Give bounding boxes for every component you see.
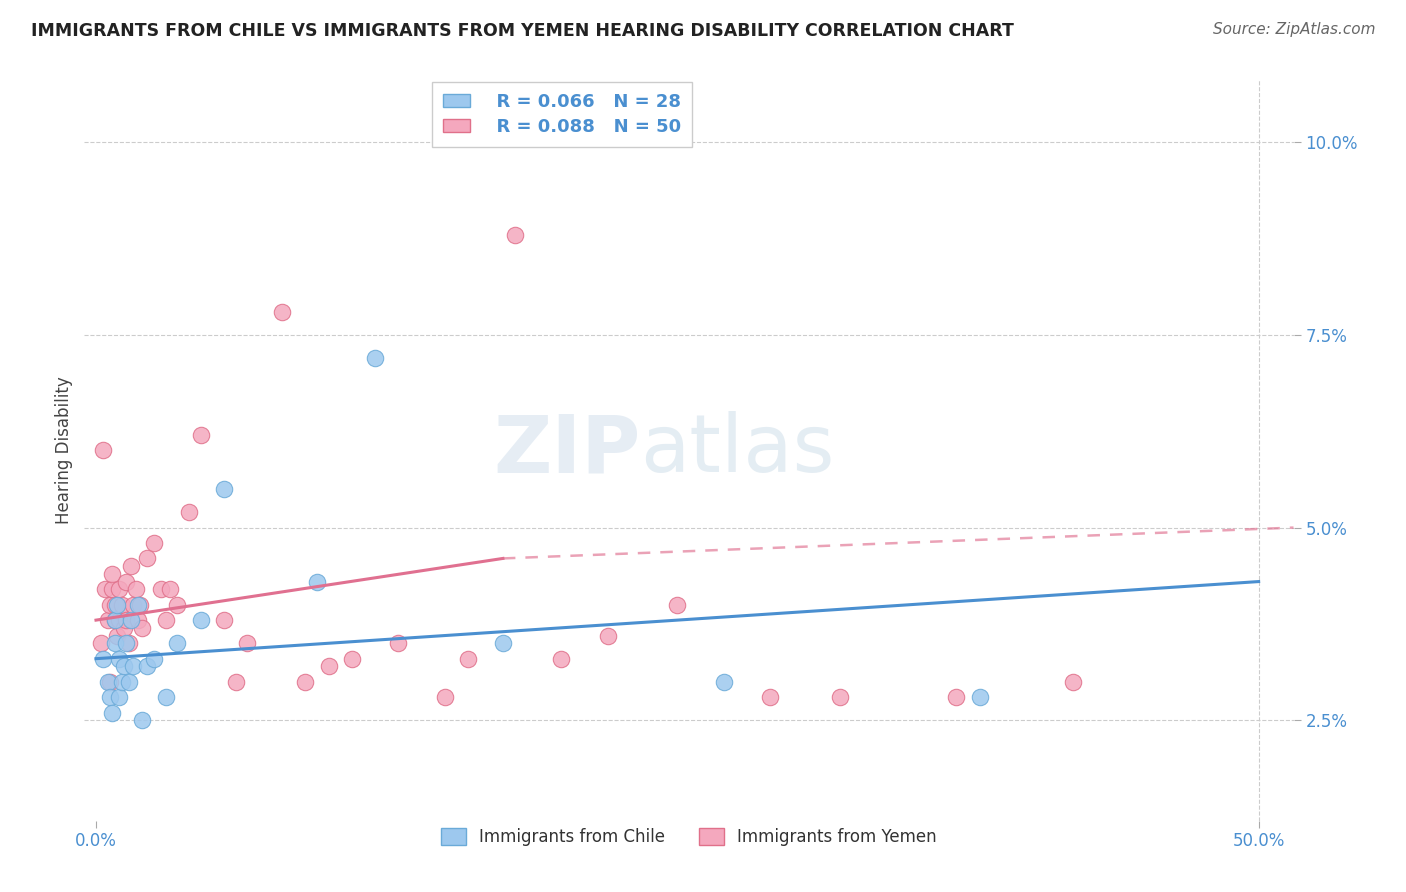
Point [596,629,619,643]
Point [136,659,159,673]
Point [387,636,409,650]
Point [457,651,479,665]
Y-axis label: Hearing Disability: Hearing Disability [55,376,73,524]
Point [105,629,128,643]
Point [143,651,166,665]
Point [115,613,138,627]
Point [91,443,114,458]
Point [108,582,131,597]
Point [90,636,112,650]
Legend: Immigrants from Chile, Immigrants from Yemen: Immigrants from Chile, Immigrants from Y… [434,822,943,853]
Point [101,566,124,581]
Point [190,613,212,627]
Point [159,582,181,597]
Point [150,582,173,597]
Point [122,659,145,673]
Point [318,659,340,673]
Point [177,505,200,519]
Point [105,598,128,612]
Text: atlas: atlas [641,411,835,490]
Point [98,690,121,705]
Point [131,714,153,728]
Point [136,551,159,566]
Point [945,690,967,705]
Point [969,690,991,705]
Point [127,613,149,627]
Text: IMMIGRANTS FROM CHILE VS IMMIGRANTS FROM YEMEN HEARING DISABILITY CORRELATION CH: IMMIGRANTS FROM CHILE VS IMMIGRANTS FROM… [31,22,1014,40]
Point [98,674,121,689]
Point [433,690,456,705]
Point [271,304,294,318]
Point [830,690,852,705]
Text: ZIP: ZIP [494,411,641,490]
Point [492,636,515,650]
Point [759,690,782,705]
Point [94,582,117,597]
Point [127,598,149,612]
Point [305,574,328,589]
Point [503,227,526,242]
Point [166,598,188,612]
Point [112,659,135,673]
Point [101,706,124,720]
Point [108,613,131,627]
Point [120,613,142,627]
Point [115,636,138,650]
Point [110,598,132,612]
Point [1062,674,1084,689]
Point [131,621,153,635]
Point [101,582,124,597]
Point [98,598,121,612]
Point [104,598,127,612]
Point [104,613,127,627]
Point [120,559,142,574]
Point [190,428,212,442]
Point [212,613,235,627]
Point [294,674,316,689]
Point [143,536,166,550]
Point [122,598,145,612]
Point [364,351,387,365]
Point [112,621,135,635]
Point [108,651,131,665]
Point [108,690,131,705]
Point [110,674,132,689]
Point [117,674,139,689]
Point [225,674,247,689]
Point [713,674,735,689]
Point [104,636,127,650]
Point [115,574,138,589]
Point [124,582,146,597]
Point [666,598,689,612]
Point [97,613,120,627]
Point [104,613,127,627]
Point [166,636,188,650]
Text: Source: ZipAtlas.com: Source: ZipAtlas.com [1212,22,1375,37]
Point [155,690,177,705]
Point [117,636,139,650]
Point [91,651,114,665]
Point [340,651,363,665]
Point [129,598,152,612]
Point [550,651,572,665]
Point [236,636,259,650]
Point [97,674,120,689]
Point [155,613,177,627]
Point [212,482,235,496]
